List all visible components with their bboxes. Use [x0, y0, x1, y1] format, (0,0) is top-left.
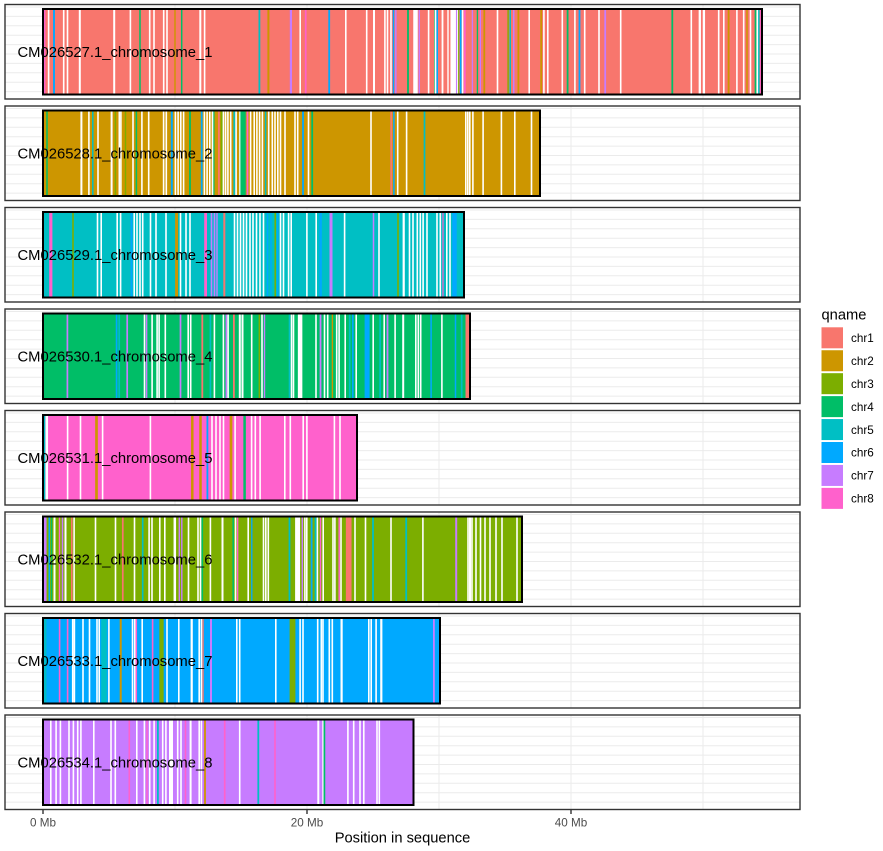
svg-text:CM026534.1_chromosome_8: CM026534.1_chromosome_8 [18, 756, 213, 772]
svg-text:chr8: chr8 [851, 493, 874, 506]
svg-text:CM026533.1_chromosome_7: CM026533.1_chromosome_7 [18, 654, 213, 670]
svg-text:20 Mb: 20 Mb [291, 817, 324, 830]
svg-text:chr3: chr3 [851, 378, 874, 391]
svg-text:40 Mb: 40 Mb [555, 817, 588, 830]
svg-text:CM026529.1_chromosome_3: CM026529.1_chromosome_3 [18, 248, 213, 264]
svg-text:CM026531.1_chromosome_5: CM026531.1_chromosome_5 [18, 451, 213, 467]
svg-text:0 Mb: 0 Mb [30, 817, 56, 830]
svg-text:Position in sequence: Position in sequence [335, 831, 471, 847]
svg-text:qname: qname [822, 308, 867, 324]
svg-text:CM026530.1_chromosome_4: CM026530.1_chromosome_4 [18, 350, 213, 366]
svg-text:chr6: chr6 [851, 447, 874, 460]
svg-text:chr5: chr5 [851, 424, 874, 437]
svg-text:chr4: chr4 [851, 401, 874, 414]
svg-text:chr7: chr7 [851, 470, 874, 483]
svg-text:CM026532.1_chromosome_6: CM026532.1_chromosome_6 [18, 553, 213, 569]
svg-text:chr1: chr1 [851, 332, 874, 345]
svg-text:CM026528.1_chromosome_2: CM026528.1_chromosome_2 [18, 147, 213, 163]
svg-text:chr2: chr2 [851, 355, 874, 368]
svg-text:CM026527.1_chromosome_1: CM026527.1_chromosome_1 [18, 45, 213, 61]
